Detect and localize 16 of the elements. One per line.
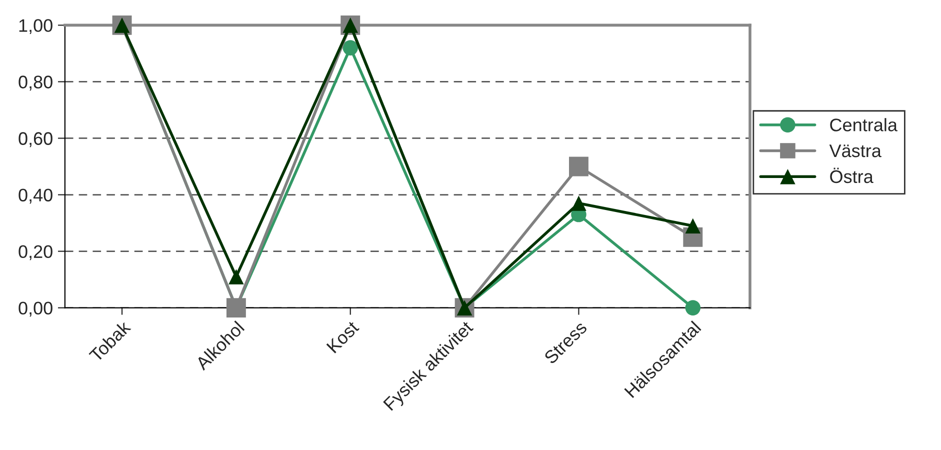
point xyxy=(228,269,244,284)
point xyxy=(226,298,246,318)
point xyxy=(685,218,701,234)
legend-label: Västra xyxy=(829,144,882,158)
y-tick-label: 0,60 xyxy=(18,132,52,148)
point xyxy=(342,40,358,56)
y-tick-label: 0,00 xyxy=(18,302,52,317)
legend-label: Östra xyxy=(830,168,874,184)
y-tick-label: 1,00 xyxy=(19,19,52,34)
y-tick-label: 0,40 xyxy=(18,188,52,204)
legend-label: Centrala xyxy=(830,118,898,132)
point xyxy=(685,300,701,316)
point xyxy=(568,156,588,176)
y-tick-label: 0,20 xyxy=(18,245,52,260)
point xyxy=(571,196,586,211)
y-tick-label: 0,80 xyxy=(18,76,52,91)
